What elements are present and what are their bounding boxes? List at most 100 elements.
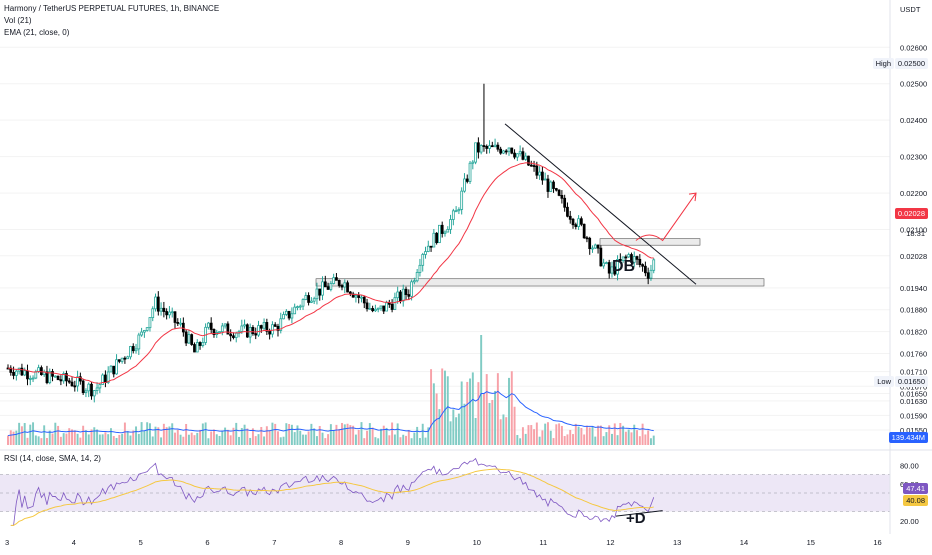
volume-bar (54, 422, 57, 445)
candle-body (543, 178, 547, 181)
candle-body (368, 308, 372, 310)
candle-body (159, 307, 163, 312)
candle-body (613, 266, 617, 275)
candle-body (426, 245, 430, 252)
db-annotation[interactable]: DB (612, 258, 636, 275)
volume-bar (530, 425, 533, 445)
candle-body (95, 387, 99, 391)
candle-body (451, 210, 455, 220)
volume-bar (304, 434, 307, 445)
volume-bar (107, 434, 110, 445)
candle-body (48, 371, 52, 384)
candle-body (62, 373, 66, 382)
volume-bar (185, 423, 188, 445)
candle-body (479, 145, 483, 153)
volume-bar (76, 433, 79, 445)
volume-bar (171, 423, 174, 445)
volume-bar (555, 424, 558, 445)
volume-bar (315, 436, 318, 445)
volume-bar (599, 425, 602, 445)
volume-bar (240, 428, 243, 445)
volume-bar (471, 372, 474, 445)
volume-bar (421, 423, 424, 445)
volume-bar (154, 426, 157, 445)
candle-body (401, 288, 405, 302)
volume-bar (37, 436, 40, 445)
volume-bar (371, 427, 374, 445)
volume-bar (641, 423, 644, 445)
volume-bar (510, 371, 513, 445)
candle-body (290, 313, 294, 319)
volume-bar (79, 437, 82, 445)
volume-bar (112, 436, 115, 445)
volume-bar (513, 406, 516, 445)
volume-bar (174, 432, 176, 445)
candle-body (179, 322, 182, 325)
volume-legend[interactable]: Vol (21) (4, 16, 32, 25)
candle-body (571, 218, 575, 226)
volume-bar (474, 417, 477, 445)
candle-body (287, 310, 291, 319)
candle-body (568, 215, 572, 220)
candle-body (607, 262, 611, 274)
candle-body (293, 306, 297, 315)
candle-body (251, 327, 255, 335)
ema-legend[interactable]: EMA (21, close, 0) (4, 28, 70, 37)
rsi-tick: 20.00 (900, 517, 919, 526)
volume-bar (391, 422, 394, 445)
volume-bar (29, 424, 32, 445)
volume-bar (491, 399, 494, 445)
ema-line (7, 162, 654, 384)
time-tick: 13 (673, 538, 681, 547)
volume-bar (162, 423, 165, 445)
candle-body (321, 281, 324, 296)
rsi-legend[interactable]: RSI (14, close, SMA, 14, 2) (4, 454, 101, 463)
candle-body (84, 390, 88, 393)
candle-body (12, 371, 15, 376)
candle-body (92, 390, 96, 397)
volume-bar (98, 434, 101, 445)
volume-bar (346, 423, 349, 445)
time-tick: 6 (205, 538, 209, 547)
candle-body (173, 311, 177, 323)
candle-body (574, 224, 578, 227)
candle-body (140, 331, 143, 336)
candle-body (207, 322, 210, 328)
volume-bar (613, 423, 616, 445)
divergence-annotation[interactable]: +D (626, 510, 646, 527)
volume-bar (71, 429, 73, 445)
candle-body (354, 295, 358, 298)
volume-bar (146, 422, 149, 445)
volume-bar (68, 428, 71, 445)
volume-bar (560, 425, 563, 445)
candle-body (463, 178, 466, 192)
candle-body (596, 244, 600, 249)
volume-bar (446, 376, 449, 445)
volume-bar (341, 422, 343, 445)
candle-body (432, 232, 436, 248)
candle-body (181, 322, 185, 333)
candle-body (605, 262, 608, 264)
candle-body (457, 209, 461, 212)
candle-body (563, 197, 567, 208)
candle-body (232, 335, 235, 338)
volume-bar (132, 430, 135, 445)
volume-bar (218, 435, 221, 445)
volume-bar (544, 423, 547, 445)
candle-body (646, 272, 650, 279)
candle-body (346, 282, 349, 293)
candle-body (638, 258, 642, 265)
candle-body (87, 383, 91, 392)
candle-body (482, 145, 486, 147)
rsi-tick: 80.00 (900, 461, 919, 470)
candle-body (304, 295, 308, 300)
volume-bar (393, 434, 396, 445)
candle-body (28, 378, 32, 380)
candle-body (326, 286, 330, 290)
volume-bar (221, 430, 224, 445)
candle-body (557, 189, 561, 196)
volume-bar (84, 430, 87, 445)
arrow-head (688, 192, 697, 202)
